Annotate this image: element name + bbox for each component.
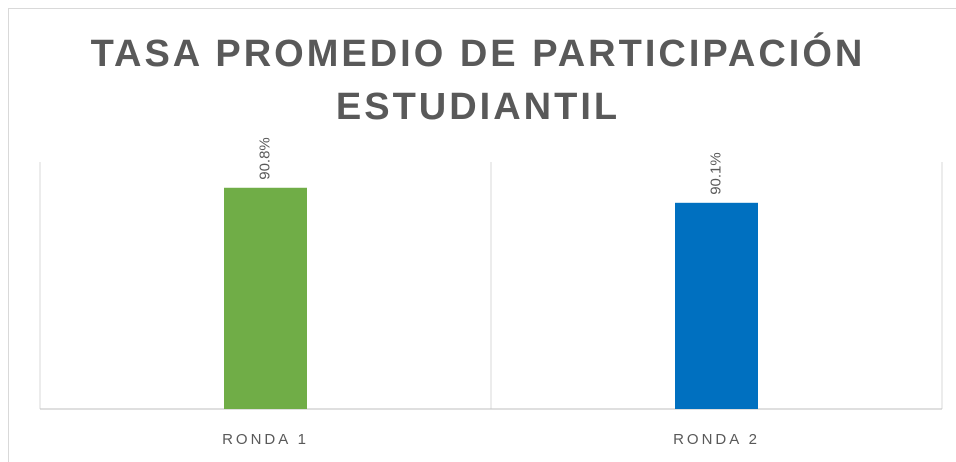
x-tick-label: RONDA 1 [222,431,309,448]
chart-title: TASA PROMEDIO DE PARTICIPACIÓN ESTUDIANT… [90,33,866,128]
bar [675,202,758,409]
data-label: 90.1% [707,152,724,195]
x-tick-label: RONDA 2 [673,431,760,448]
bar [224,187,307,409]
data-label: 90.8% [256,137,273,180]
chart-border [8,8,956,462]
